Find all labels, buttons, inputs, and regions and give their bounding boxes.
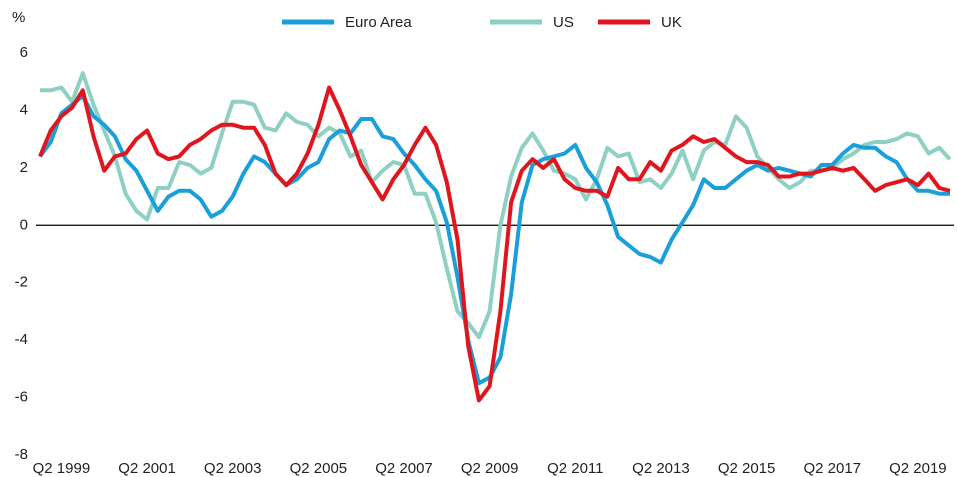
- x-tick-label: Q2 1999: [33, 460, 91, 477]
- y-tick-label: -6: [15, 389, 28, 406]
- x-tick-label: Q2 2019: [889, 460, 947, 477]
- x-tick-label: Q2 2011: [547, 460, 603, 477]
- y-tick-label: 2: [20, 159, 28, 176]
- legend-label: US: [553, 14, 574, 31]
- x-tick-label: Q2 2017: [803, 460, 861, 477]
- x-tick-label: Q2 2001: [118, 460, 176, 477]
- x-tick-label: Q2 2007: [375, 460, 433, 477]
- x-tick-label: Q2 2013: [632, 460, 690, 477]
- y-tick-label: 4: [20, 101, 28, 118]
- y-axis-label: %: [12, 9, 25, 26]
- x-tick-label: Q2 2003: [204, 460, 262, 477]
- y-tick-label: -8: [15, 446, 28, 463]
- line-series: [40, 71, 952, 340]
- y-tick-label: 0: [20, 216, 28, 233]
- x-tick-label: Q2 2005: [290, 460, 348, 477]
- y-tick-label: 6: [20, 44, 28, 61]
- x-tick-label: Q2 2015: [718, 460, 776, 477]
- y-tick-label: -4: [15, 331, 28, 348]
- y-tick-label: -2: [15, 274, 28, 291]
- x-tick-label: Q2 2009: [461, 460, 519, 477]
- line-series: [38, 85, 951, 403]
- legend-label: UK: [661, 14, 682, 31]
- legend-label: Euro Area: [345, 14, 412, 31]
